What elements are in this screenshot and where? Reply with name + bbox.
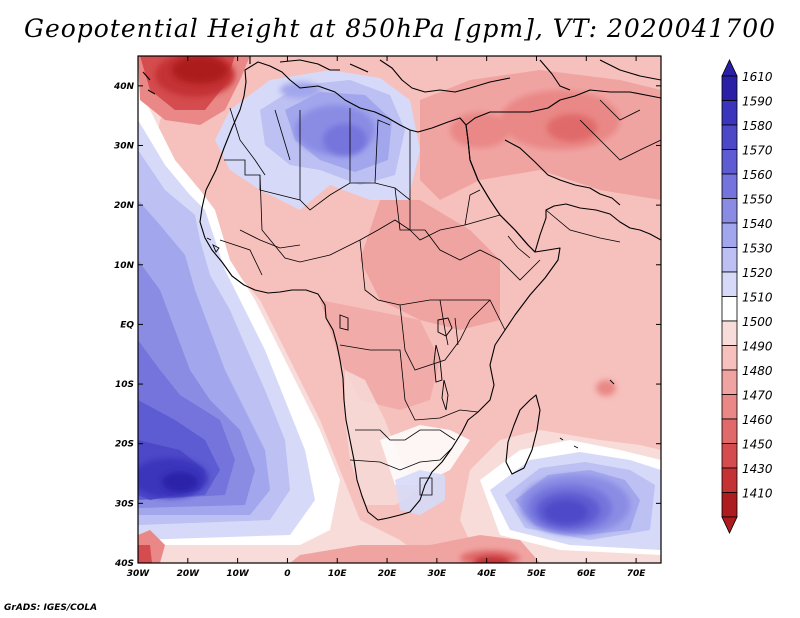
colorbar-swatch [721,173,738,199]
lon-tick-label: 0 [284,569,290,579]
lat-tick-label: 30N [114,141,135,151]
colorbar-level-label: 1550 [742,193,773,207]
contour-1470-madagascar-east [596,380,616,396]
contour-1460-middle-east [547,114,597,142]
lat-tick-label: 40N [113,82,135,92]
lat-tick-label: 20N [114,201,135,211]
map-axes: 30W 20W 10W 0 10E 20E 30E 40E 50E 60E 70E 40N 30N 20N… [113,56,661,579]
map-field [138,56,661,563]
colorbar-level-label: 1570 [742,144,773,158]
coastlines [142,56,661,521]
colorbar-swatch [721,75,738,101]
lon-tick-label: 30E [428,569,448,579]
lat-tick-label: 10N [114,261,135,271]
colorbar-level-label: 1560 [742,168,773,182]
colorbar-level-label: 1430 [742,462,773,476]
colorbar-level-label: 1580 [742,119,773,133]
colorbar-level-label: 1460 [742,413,773,427]
credit-text: GrADS: IGES/COLA [4,603,98,613]
indian-ocean-high-region [460,430,661,563]
lat-tick-label: 20S [115,440,134,450]
colorbar-level-label: 1490 [742,340,773,354]
colorbar-cap-top [721,59,738,77]
colorbar-swatch [721,100,738,126]
lon-tick-label: 40E [476,569,497,579]
colorbar-level-label: 1610 [742,70,773,84]
colorbar-swatch [721,369,738,395]
colorbar-level-label: 1530 [742,242,773,256]
colorbar-level-label: 1520 [742,266,773,280]
colorbar-level-label: 1590 [742,95,773,109]
colorbar-swatch [721,247,738,273]
colorbar-level-label: 1500 [742,315,773,329]
lon-tick-label: 30W [127,569,151,579]
colorbar-level-label: 1470 [742,389,773,403]
colorbar-swatch [721,467,738,493]
lon-tick-label: 10W [226,569,250,579]
colorbar-swatch [721,296,738,322]
lon-tick-label: 20W [177,569,201,579]
colorbar-swatch [721,124,738,150]
contour-1430-south [474,556,510,563]
lon-tick-label: 50E [527,569,547,579]
colorbar-level-label: 1510 [742,291,773,305]
colorbar-swatch [721,271,738,297]
lat-tick-label: 10S [115,380,134,390]
colorbar-swatch [721,149,738,175]
country-borders [219,99,661,496]
colorbar-level-label: 1540 [742,217,773,231]
colorbar-level-label: 1480 [742,364,773,378]
colorbar-level-label: 1410 [742,487,773,501]
lakes-islands [206,237,615,449]
colorbar-swatch [721,443,738,469]
colorbar-swatch [721,222,738,248]
lon-tick-label: 70E [627,569,647,579]
colorbar: 1610 1590 1580 1570 1560 1550 1540 1530 1520 1510… [721,59,773,534]
lon-tick-label: 20E [378,569,398,579]
contour-1590-indian [544,500,588,524]
contour-1410-low [172,56,228,84]
lat-tick-label: EQ [120,320,134,330]
lon-tick-label: 10E [328,569,348,579]
map-frame [137,55,662,564]
sahara-high-region [215,70,420,210]
colorbar-swatch [721,492,738,518]
colorbar-level-label: 1450 [742,438,773,452]
colorbar-swatch [721,320,738,346]
lat-tick-label: 40S [114,559,134,569]
colorbar-cap-bottom [721,516,738,534]
colorbar-swatch [721,198,738,224]
chart-title: Geopotential Height at 850hPa [gpm], VT:… [23,14,777,43]
atlantic-high-region [138,56,430,563]
lat-tick-label: 30S [115,499,134,509]
colorbar-swatch [721,418,738,444]
colorbar-swatch [721,345,738,371]
lon-tick-label: 60E [577,569,597,579]
colorbar-swatch [721,394,738,420]
